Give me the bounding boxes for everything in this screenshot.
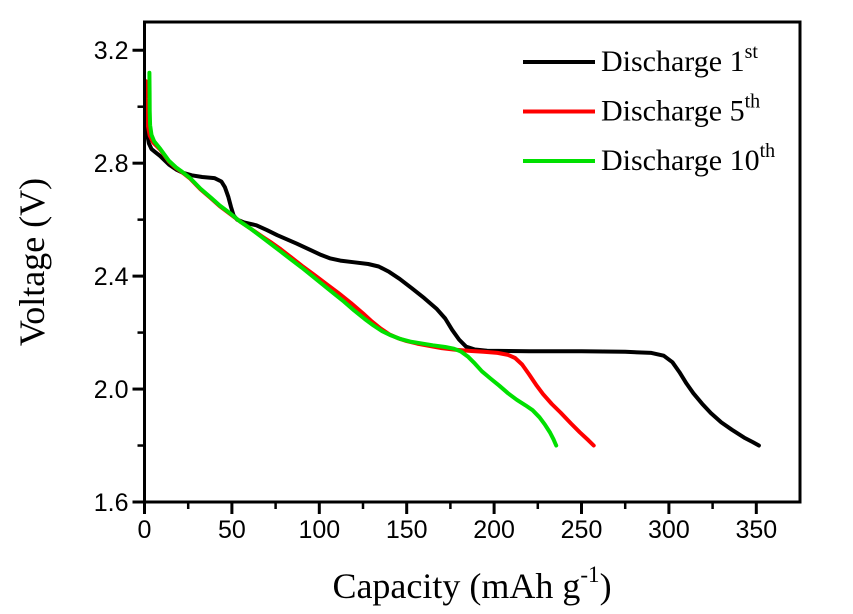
y-tick-label-2.4: 2.4 <box>94 263 129 291</box>
plot-frame <box>143 20 802 504</box>
legend-label: Discharge 5th <box>601 91 760 128</box>
legend-entry-discharge-1st: Discharge 1st <box>523 41 758 78</box>
y-tick-label-1.6: 1.6 <box>94 489 129 517</box>
legend-entry-discharge-10th: Discharge 10th <box>523 140 775 177</box>
x-axis-ticks <box>143 502 758 514</box>
y-tick-label-3.2: 3.2 <box>94 37 129 65</box>
x-tick-label-250: 250 <box>561 516 603 544</box>
legend-label: Discharge 1st <box>601 41 758 78</box>
x-tick-label-300: 300 <box>648 516 690 544</box>
legend-label: Discharge 10th <box>601 140 775 177</box>
curve-discharge-10th <box>147 70 559 448</box>
y-axis-title: Voltage (V) <box>12 178 52 346</box>
legend: Discharge 1st Discharge 5th Discharge 10th <box>523 41 775 177</box>
x-tick-label-50: 50 <box>218 516 246 544</box>
x-axis-tick-labels: 0 50 100 150 200 250 300 350 <box>138 516 778 544</box>
x-tick-label-100: 100 <box>298 516 340 544</box>
x-tick-label-150: 150 <box>386 516 428 544</box>
x-tick-label-350: 350 <box>735 516 777 544</box>
y-axis-ticks <box>132 48 145 504</box>
x-tick-label-200: 200 <box>473 516 515 544</box>
curves-group <box>143 70 761 448</box>
legend-entry-discharge-5th: Discharge 5th <box>523 91 760 128</box>
y-axis-tick-labels: 1.6 2.0 2.4 2.8 3.2 <box>94 37 129 517</box>
x-tick-label-0: 0 <box>138 516 152 544</box>
x-axis-title: Capacity (mAh g-1) <box>332 562 611 606</box>
y-tick-label-2: 2.0 <box>94 376 129 404</box>
y-tick-label-2.8: 2.8 <box>94 150 129 178</box>
